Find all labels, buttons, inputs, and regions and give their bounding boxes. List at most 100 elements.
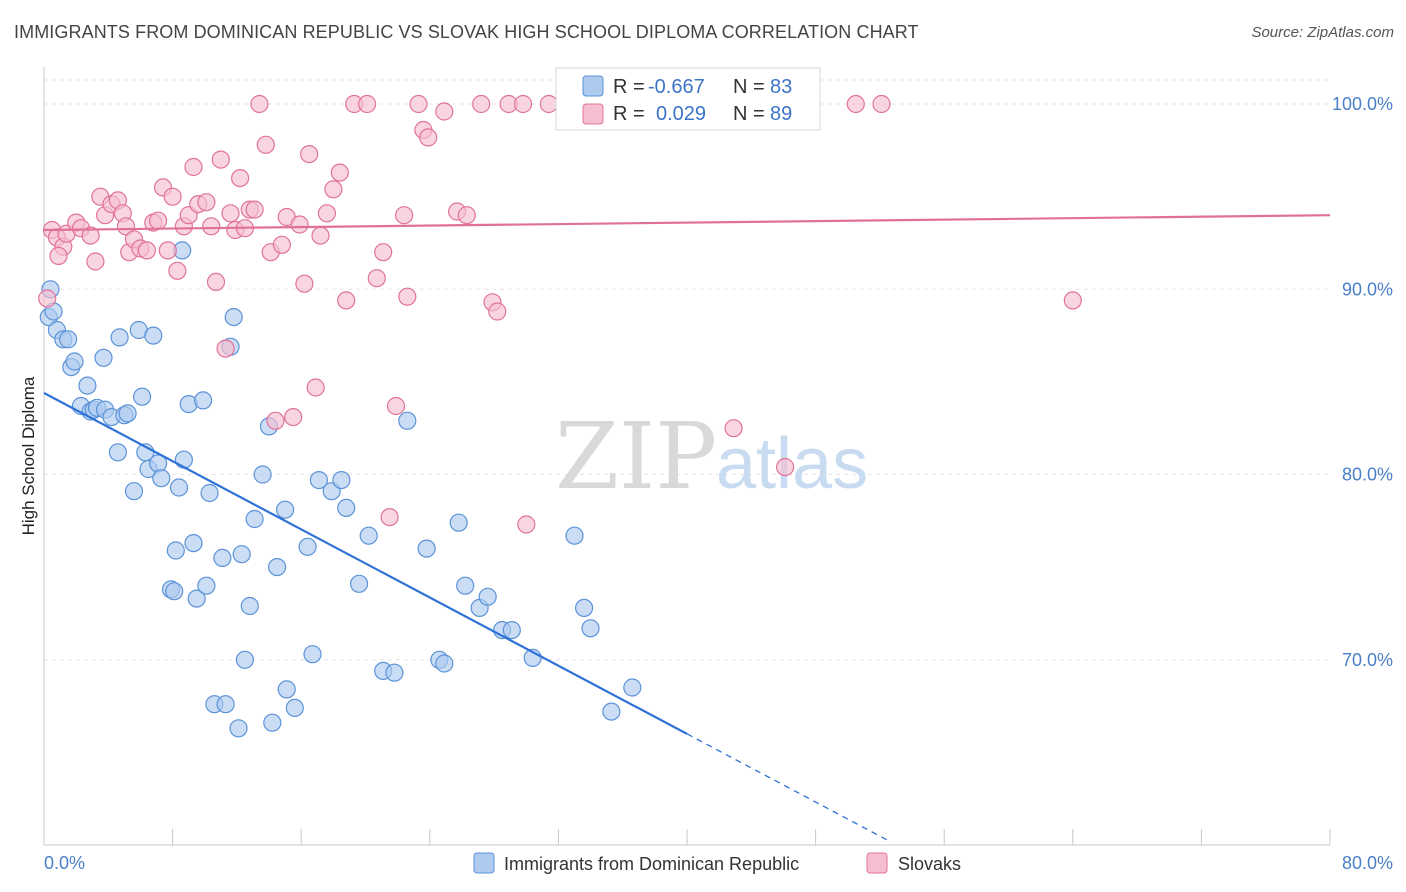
point-dominican	[456, 576, 475, 595]
point-dominican	[144, 326, 163, 345]
point-dominican	[581, 619, 600, 638]
stats-r-label-dominican: R =	[613, 76, 645, 98]
point-dominican	[118, 404, 137, 423]
stats-n-label-dominican: N =	[733, 76, 765, 98]
trend-lines	[43, 214, 1331, 841]
stats-n-value-slovak: 89	[770, 103, 792, 125]
point-slovak	[216, 339, 235, 358]
point-dominican	[478, 587, 497, 606]
point-slovak	[295, 274, 314, 293]
point-slovak	[872, 94, 891, 114]
point-slovak	[81, 226, 100, 245]
point-slovak	[231, 169, 250, 188]
point-slovak	[86, 252, 105, 271]
point-dominican	[332, 471, 351, 490]
point-slovak	[184, 157, 203, 177]
point-slovak	[211, 150, 230, 169]
point-slovak	[300, 145, 319, 164]
point-dominican	[350, 574, 369, 593]
x-ticks	[43, 829, 1331, 845]
point-dominican	[245, 509, 264, 529]
point-dominican	[197, 576, 216, 595]
point-dominican	[174, 450, 193, 469]
point-slovak	[284, 408, 303, 427]
series-dominican-points	[39, 241, 642, 738]
point-dominican	[187, 589, 206, 608]
point-dominican	[58, 330, 78, 349]
point-dominican	[398, 411, 417, 430]
point-slovak	[202, 217, 221, 236]
point-dominican	[285, 698, 304, 718]
point-dominican	[574, 598, 594, 618]
point-dominican	[263, 713, 282, 732]
point-dominican	[385, 663, 404, 682]
point-slovak	[290, 215, 309, 234]
point-slovak	[197, 193, 216, 212]
point-dominican	[435, 654, 454, 673]
point-dominican	[124, 482, 144, 501]
point-slovak	[457, 206, 476, 225]
point-dominican	[337, 498, 356, 517]
point-slovak	[724, 419, 743, 438]
watermark-zip: ZIP	[555, 403, 717, 510]
point-dominican	[133, 387, 152, 406]
point-slovak	[488, 302, 507, 321]
point-dominican	[78, 376, 97, 395]
point-dominican	[200, 483, 219, 503]
point-slovak	[517, 515, 536, 534]
point-dominican	[194, 391, 213, 410]
point-dominican	[602, 702, 621, 721]
grid-lines	[44, 79, 1330, 661]
series-slovak-points	[38, 94, 1082, 534]
stats-r-label-slovak: R =	[613, 103, 645, 125]
legend-label-dominican: Immigrants from Dominican Republic	[504, 854, 799, 874]
point-dominican	[169, 478, 189, 497]
point-slovak	[513, 94, 533, 114]
point-slovak	[306, 378, 325, 397]
point-slovak	[317, 204, 336, 223]
legend-swatch-dominican	[473, 852, 495, 874]
point-slovak	[419, 128, 438, 147]
stats-r-value-slovak: 0.029	[656, 103, 706, 125]
point-dominican	[165, 582, 184, 601]
point-dominican	[94, 348, 113, 367]
stats-n-value-dominican: 83	[770, 76, 792, 98]
point-dominican	[110, 328, 129, 347]
y-tick-label: 80.0%	[1342, 465, 1393, 485]
point-dominican	[213, 548, 232, 568]
point-slovak	[367, 269, 386, 288]
y-tick-label: 100.0%	[1332, 94, 1393, 114]
point-slovak	[374, 243, 393, 262]
point-dominican	[240, 596, 259, 616]
point-dominican	[152, 469, 171, 488]
point-dominican	[276, 500, 295, 519]
x-tick-label-max: 80.0%	[1342, 853, 1393, 873]
point-slovak	[311, 226, 330, 245]
watermark: ZIP atlas	[555, 403, 868, 510]
point-slovak	[386, 396, 406, 416]
stats-n-label-slovak: N =	[733, 103, 765, 125]
point-dominican	[184, 533, 203, 553]
point-slovak	[395, 206, 414, 225]
point-slovak	[137, 241, 156, 260]
y-tick-labels: 70.0% 80.0% 90.0% 100.0%	[1332, 94, 1393, 670]
point-dominican	[303, 645, 322, 664]
y-axis-label: High School Diploma	[19, 376, 38, 535]
point-dominican	[229, 719, 248, 738]
x-tick-label-min: 0.0%	[44, 853, 85, 873]
point-slovak	[472, 94, 491, 114]
point-slovak	[221, 204, 240, 223]
legend-label-slovak: Slovaks	[898, 854, 961, 874]
point-slovak	[324, 180, 343, 199]
point-slovak	[435, 102, 454, 121]
trend-line-dominican-extension	[686, 733, 889, 841]
point-slovak	[337, 291, 356, 310]
point-dominican	[232, 545, 251, 564]
point-slovak	[330, 163, 349, 182]
point-dominican	[417, 539, 436, 558]
trend-line-dominican	[43, 392, 688, 735]
legend-swatch-slovak	[866, 852, 888, 874]
stats-legend: R = -0.667 N = 83 R = 0.029 N = 89	[555, 67, 821, 131]
point-slovak	[116, 217, 136, 236]
